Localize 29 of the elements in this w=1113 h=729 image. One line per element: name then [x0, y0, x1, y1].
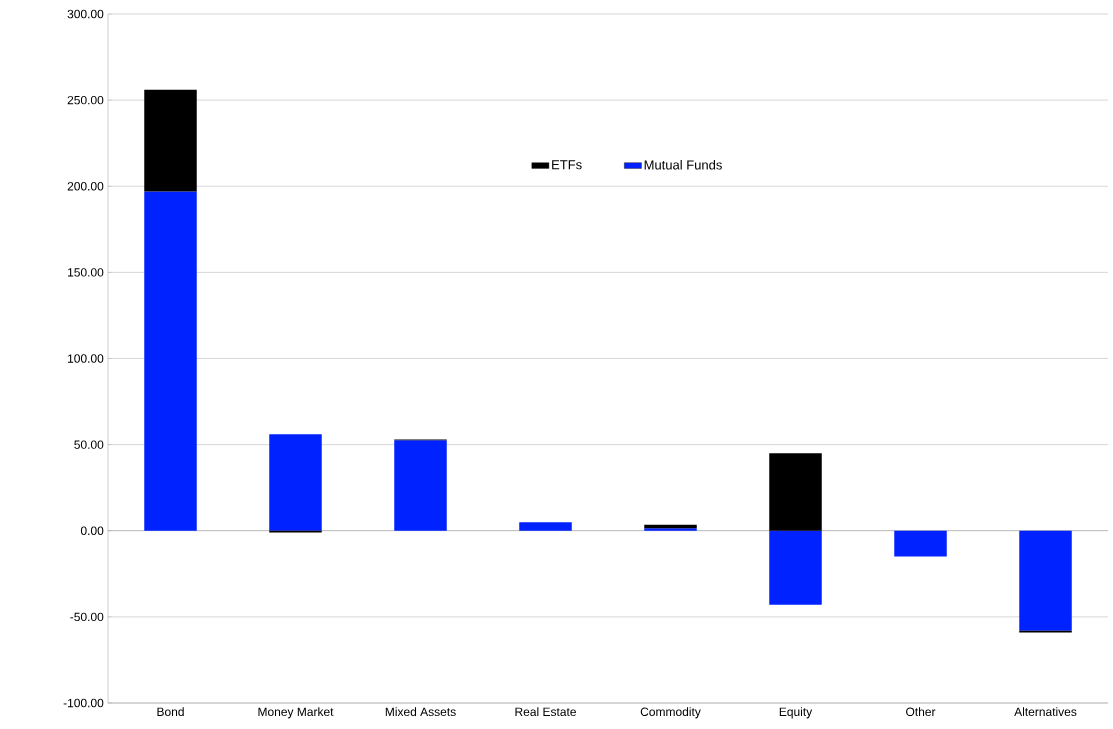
legend-label: Mutual Funds — [644, 159, 722, 170]
bar — [394, 440, 447, 531]
bar — [644, 528, 697, 531]
x-tick-label: Real Estate — [515, 707, 576, 716]
bar — [769, 453, 822, 531]
bar — [269, 434, 322, 531]
x-tick-label: Alternatives — [1014, 707, 1077, 716]
y-tick-label: 0.00 — [80, 526, 104, 535]
bar — [1019, 530, 1072, 631]
bar — [144, 191, 197, 531]
y-tick-label: -50.00 — [70, 612, 104, 622]
x-tick-label: Other — [906, 707, 936, 716]
x-tick-label: Mixed Assets — [385, 707, 456, 716]
bar — [894, 530, 947, 557]
y-tick-label: 50.00 — [74, 440, 104, 449]
x-tick-label: Bond — [157, 707, 184, 716]
x-tick-label: Equity — [779, 707, 813, 719]
y-tick-label: 150.00 — [68, 268, 104, 277]
x-tick-label: Commodity — [640, 707, 701, 719]
x-tick-label: Money Market — [258, 707, 334, 719]
y-tick-label: 100.00 — [68, 354, 104, 363]
y-tick-label: 200.00 — [67, 182, 104, 191]
bar — [769, 530, 822, 605]
y-tick-label: 250.00 — [67, 95, 104, 105]
bar — [519, 522, 572, 531]
y-tick-label: 300.00 — [67, 9, 104, 19]
y-tick-label: -100.00 — [63, 698, 104, 708]
bar — [144, 89, 197, 192]
legend-label: ETFs — [552, 160, 582, 170]
